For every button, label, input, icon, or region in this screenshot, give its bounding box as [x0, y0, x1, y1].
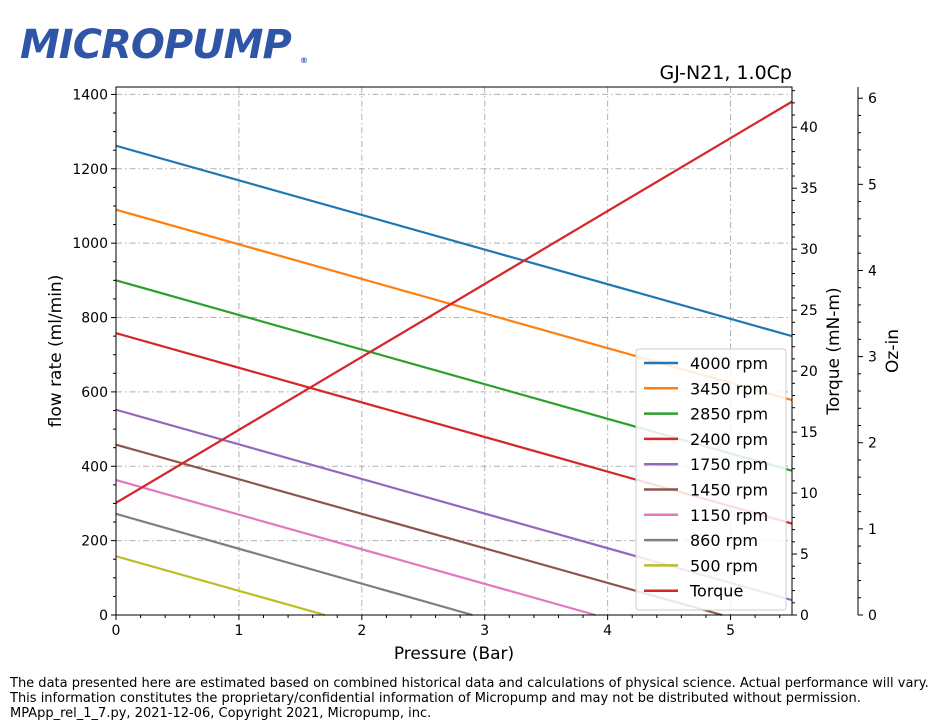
torque-tick-label: 15: [800, 425, 818, 441]
oz-in-tick-label: 4: [868, 263, 877, 279]
torque-tick-label: 40: [800, 120, 818, 136]
legend-label-1750-rpm: 1750 rpm: [690, 455, 768, 474]
x-tick-label: 1: [234, 623, 243, 639]
legend-label-torque: Torque: [689, 582, 743, 601]
y-tick-label: 600: [81, 385, 108, 401]
legend-label-2400-rpm: 2400 rpm: [690, 430, 768, 449]
torque-tick-label: 25: [800, 303, 818, 319]
legend-label-3450-rpm: 3450 rpm: [690, 379, 768, 398]
footer-disclaimer: The data presented here are estimated ba…: [10, 676, 929, 721]
y-tick-label: 200: [81, 534, 108, 550]
micropump-logo: MICROPUMP: [20, 22, 292, 68]
torque-tick-label: 35: [800, 181, 818, 197]
y-tick-label: 1400: [72, 87, 108, 103]
y-tick-label: 1000: [72, 236, 108, 252]
torque-tick-label: 30: [800, 242, 818, 258]
legend-label-500-rpm: 500 rpm: [690, 556, 758, 575]
x-tick-label: 5: [726, 623, 735, 639]
torque-tick-label: 0: [800, 608, 809, 624]
torque-tick-label: 5: [800, 547, 809, 563]
legend-label-860-rpm: 860 rpm: [690, 531, 758, 550]
footer-line-1: The data presented here are estimated ba…: [10, 676, 929, 691]
oz-in-axis-label: Oz-in: [883, 329, 903, 373]
registered-mark: ®: [300, 56, 308, 65]
legend-label-1450-rpm: 1450 rpm: [690, 481, 768, 500]
torque-axis-label: Torque (mN-m): [824, 287, 844, 415]
x-axis-label: Pressure (Bar): [394, 644, 514, 664]
plot-frame: [115, 86, 793, 616]
oz-in-tick-label: 6: [868, 91, 877, 107]
series-line-500-rpm: [115, 555, 326, 617]
x-tick-label: 0: [112, 623, 121, 639]
series-line-torque: [115, 100, 793, 504]
y-tick-label: 1200: [72, 162, 108, 178]
legend-label-2850-rpm: 2850 rpm: [690, 405, 768, 424]
series-line-860-rpm: [115, 512, 473, 617]
chart-title: GJ-N21, 1.0Cp: [659, 62, 792, 84]
y-tick-label: 400: [81, 459, 108, 475]
y-axis-label: flow rate (ml/min): [46, 275, 66, 428]
series-line-4000-rpm: [115, 144, 793, 338]
legend: 4000 rpm 3450 rpm 2850 rpm 2400 rpm 1750 rpm…: [635, 348, 787, 611]
y-tick-label: 0: [99, 608, 108, 624]
series-line-1150-rpm: [115, 478, 596, 617]
legend-label-4000-rpm: 4000 rpm: [690, 354, 768, 373]
oz-in-tick-label: 0: [868, 608, 877, 624]
legend-label-1150-rpm: 1150 rpm: [690, 506, 768, 525]
x-tick-label: 3: [480, 623, 489, 639]
y-tick-label: 800: [81, 311, 108, 327]
oz-in-tick-label: 5: [868, 177, 877, 193]
x-tick-label: 2: [357, 623, 366, 639]
torque-tick-label: 20: [800, 364, 818, 380]
footer-line-2: This information constitutes the proprie…: [10, 691, 861, 706]
oz-in-tick-label: 1: [868, 522, 877, 538]
series-line-1450-rpm: [115, 443, 723, 617]
oz-in-tick-label: 2: [868, 436, 877, 452]
x-tick-label: 4: [603, 623, 612, 639]
footer-line-3: MPApp_rel_1_7.py, 2021-12-06, Copyright …: [10, 706, 432, 721]
torque-tick-label: 10: [800, 486, 818, 502]
oz-in-tick-label: 3: [868, 350, 877, 366]
